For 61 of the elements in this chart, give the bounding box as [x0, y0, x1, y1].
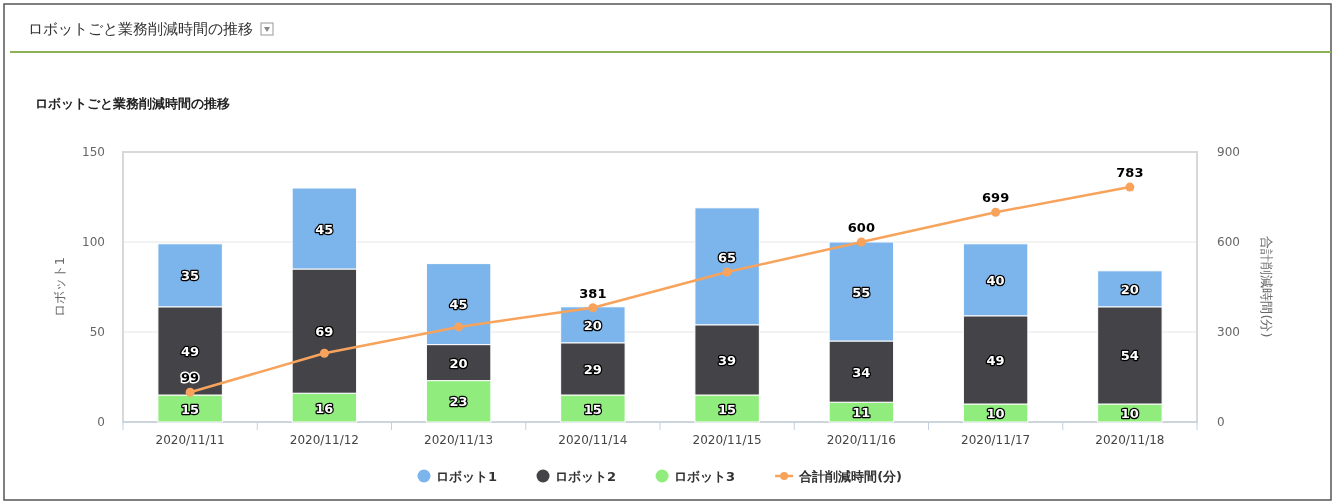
y-tick-label: 150 — [82, 145, 105, 159]
y2-tick-label: 300 — [1217, 325, 1240, 339]
data-label: 29 — [583, 361, 602, 377]
point — [991, 207, 1001, 217]
data-label: 15 — [718, 401, 737, 417]
point — [319, 348, 329, 358]
data-label: 20 — [449, 355, 468, 371]
data-label: 11 — [852, 405, 871, 421]
x-tick-label: 2020/11/11 — [155, 433, 225, 447]
y-tick-label: 100 — [82, 235, 105, 249]
point — [454, 322, 464, 332]
x-tick-label: 2020/11/12 — [289, 433, 359, 447]
y2-axis-title: 合計削減時間(分) — [1259, 236, 1274, 338]
x-tick-label: 2020/11/15 — [692, 433, 762, 447]
data-label: 45 — [315, 221, 334, 237]
chart-subtitle: ロボットごと業務削減時間の推移 — [35, 96, 230, 111]
point — [856, 237, 866, 247]
y2-tick-label: 900 — [1217, 145, 1240, 159]
data-label: 16 — [315, 400, 334, 416]
data-label: 34 — [852, 364, 871, 380]
y-tick-label: 0 — [97, 415, 105, 429]
legend-label: ロボット2 — [555, 469, 617, 484]
data-label: 23 — [449, 394, 468, 410]
data-label: 49 — [181, 343, 200, 359]
data-label: 15 — [583, 401, 602, 417]
data-label: 65 — [718, 250, 737, 265]
data-label: 15 — [181, 401, 200, 417]
legend-label: 合計削減時間(分) — [798, 469, 903, 484]
data-label: 20 — [583, 317, 602, 333]
data-label: 54 — [1120, 348, 1139, 364]
data-label: 40 — [986, 272, 1005, 288]
data-label: 381 — [579, 285, 607, 301]
data-label: 10 — [1120, 406, 1139, 421]
x-tick-label: 2020/11/14 — [558, 433, 628, 447]
data-label: 20 — [1120, 281, 1139, 297]
y-tick-label: 50 — [89, 325, 105, 339]
data-label: 39 — [718, 352, 737, 368]
point — [588, 303, 598, 313]
point — [1125, 182, 1135, 192]
point — [185, 387, 195, 397]
data-label: 600 — [847, 220, 875, 235]
chart-title: ロボットごと業務削減時間の推移 — [28, 20, 253, 38]
data-label: 10 — [986, 406, 1005, 421]
legend-label: ロボット3 — [674, 469, 736, 484]
x-tick-label: 2020/11/16 — [826, 433, 896, 447]
y-axis-title: ロボット1 — [52, 256, 67, 318]
data-label: 49 — [986, 352, 1005, 368]
data-label: 55 — [852, 284, 871, 300]
y2-tick-label: 600 — [1217, 235, 1240, 249]
legend-label: ロボット1 — [435, 469, 498, 484]
data-label: 99 — [181, 370, 200, 386]
data-label: 45 — [449, 297, 468, 313]
point — [722, 267, 732, 277]
x-tick-label: 2020/11/17 — [961, 433, 1031, 447]
data-label: 69 — [315, 324, 334, 340]
data-label: 783 — [1116, 165, 1144, 181]
x-tick-label: 2020/11/18 — [1095, 433, 1165, 447]
data-label: 35 — [181, 268, 200, 284]
y2-tick-label: 0 — [1217, 415, 1225, 429]
data-label: 699 — [982, 190, 1010, 206]
x-tick-label: 2020/11/13 — [424, 433, 494, 447]
